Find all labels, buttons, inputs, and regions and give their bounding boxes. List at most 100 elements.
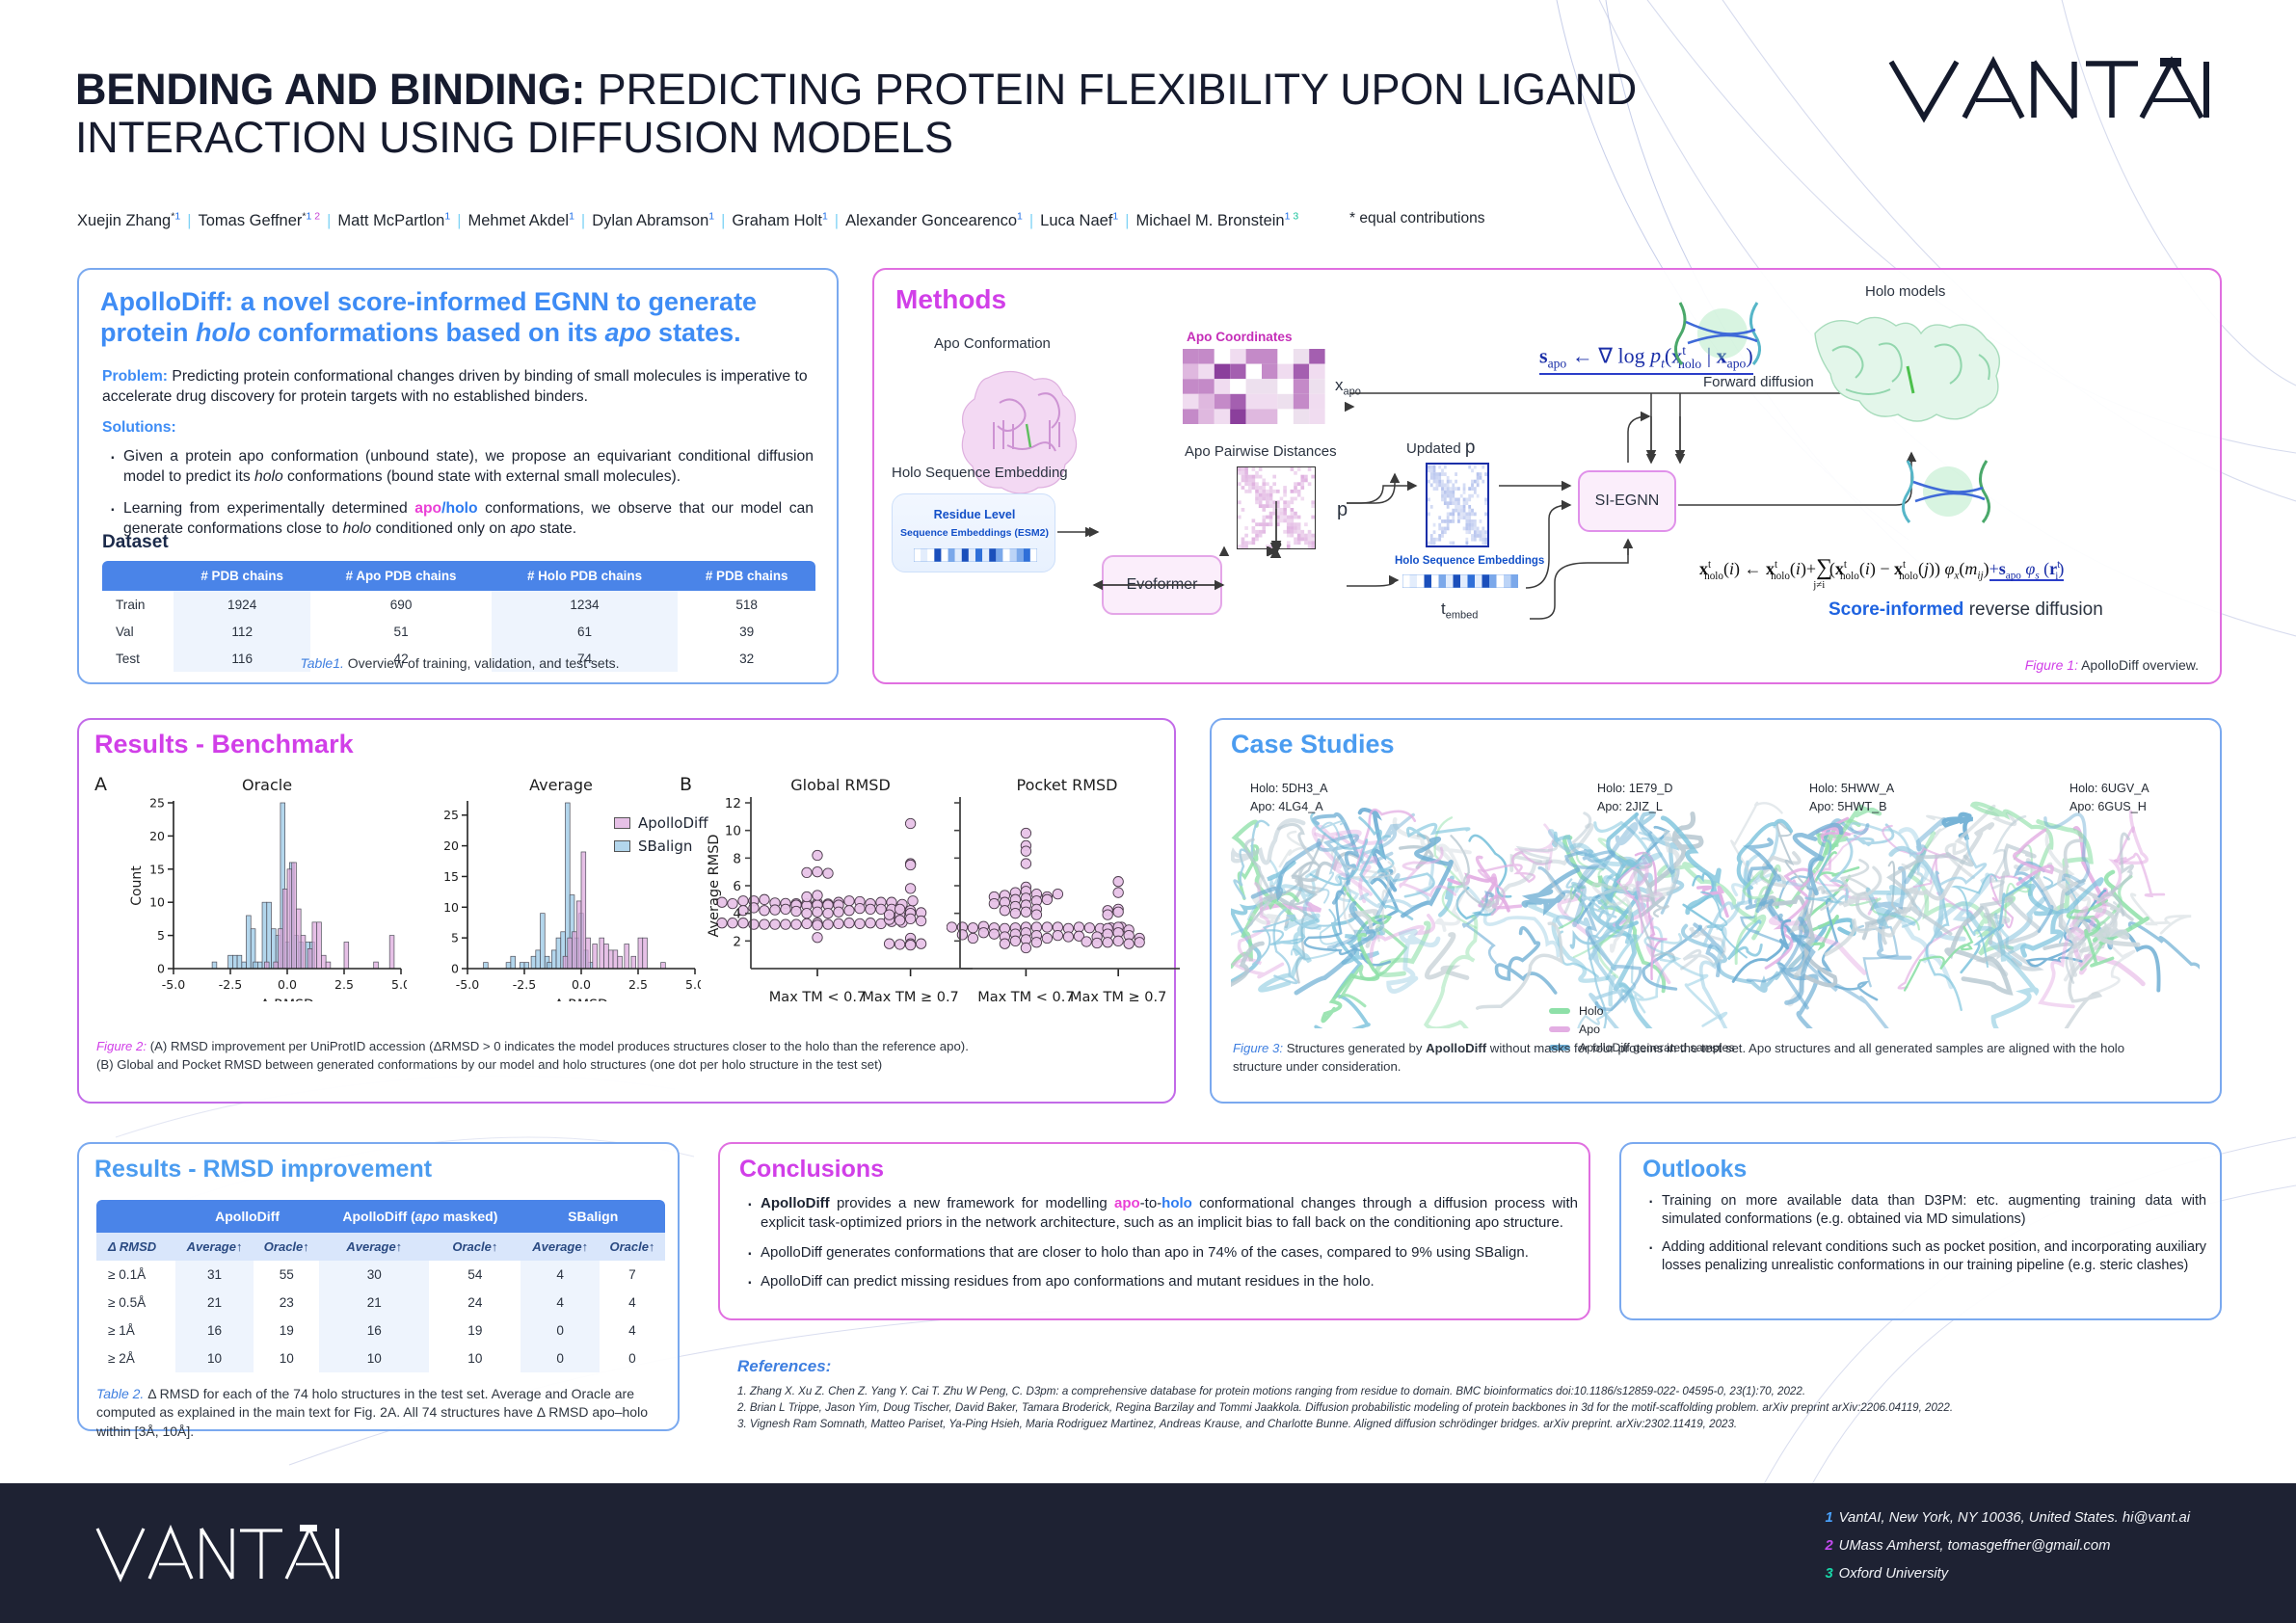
holo-models-structure-icon — [1814, 316, 2000, 422]
table-row: ≥ 0.1Å 31 55 30 54 4 7 — [96, 1261, 665, 1289]
intro-panel: ApolloDiff: a novel score-informed EGNN … — [77, 268, 839, 684]
author-name: Dylan Abramson1 — [592, 210, 715, 229]
table-cell: 23 — [279, 1295, 294, 1310]
svg-text:8: 8 — [733, 851, 741, 866]
svg-text:0: 0 — [157, 962, 165, 976]
list-item: 2. Brian L Trippe, Jason Yim, Doug Tisch… — [737, 1400, 1954, 1414]
table-cell: ≥ 0.1Å — [108, 1267, 147, 1282]
column-header: # Apo PDB chains — [310, 561, 492, 591]
case-studies-title: Case Studies — [1231, 730, 1395, 758]
column-header: Oracle↑ — [254, 1233, 320, 1261]
holo-swatch — [1549, 1008, 1570, 1014]
case-studies-panel: Case Studies Holo: 5DH3_A Apo: 4LG4_A Hol… — [1210, 718, 2222, 1104]
affiliation-3: 3 Oxford University — [1825, 1566, 1949, 1582]
score-informed-caption: Score-informed reverse diffusion — [1829, 599, 2103, 620]
list-item: Adding additional relevant conditions su… — [1642, 1233, 2206, 1276]
egnn-update-equation: xtholo(i) ← xtholo(i)+∑j≠i (xtholo(i) − … — [1699, 555, 2065, 591]
list-item: ApolloDiff can predict missing residues … — [739, 1266, 1578, 1297]
figure3-caption: Figure 3: Structures generated by Apollo… — [1233, 1041, 2125, 1074]
svg-text:2.5: 2.5 — [628, 977, 648, 992]
table-cell: 10 — [319, 1344, 430, 1372]
apo-pairwise-label: Apo Pairwise Distances — [1185, 443, 1337, 460]
table-cell: 1234 — [491, 591, 679, 618]
author-name: Tomas Geffner*1 2 — [198, 210, 321, 229]
holo-models-label: Holo models — [1865, 283, 1946, 300]
svg-text:Δ RMSD: Δ RMSD — [554, 998, 608, 1001]
author-name: Matt McPartlon1 — [337, 210, 451, 229]
table-row: Test 116 42 74 32 — [102, 645, 815, 672]
column-header: Δ RMSD — [96, 1233, 175, 1261]
table-cell: ≥ 2Å — [108, 1351, 135, 1366]
table-cell: ≥ 0.5Å — [108, 1295, 147, 1310]
samples-swatch — [1549, 1045, 1570, 1051]
apo-conformation-label: Apo Conformation — [934, 335, 1051, 352]
legend-item-samples: ApolloDiff generated samples — [1549, 1041, 1735, 1054]
table-header-row: # PDB chains # Apo PDB chains # Holo PDB c… — [102, 561, 815, 591]
table-cell: 24 — [467, 1295, 483, 1310]
table-cell: 19 — [279, 1323, 294, 1338]
title-rest: PREDICTING PROTEIN FLEXIBILITY UPON LIGA… — [75, 65, 1638, 163]
outlooks-list: Training on more available data than D3P… — [1642, 1186, 2206, 1284]
table-cell: Train — [116, 597, 146, 612]
table-cell: 74 — [491, 645, 679, 672]
svg-text:20: 20 — [149, 829, 165, 843]
table-cell: 10 — [279, 1351, 294, 1366]
table-cell: 39 — [739, 624, 755, 639]
list-item: ApolloDiff generates conformations that … — [739, 1237, 1578, 1268]
figure1-caption: Figure 1: ApolloDiff overview. — [2024, 657, 2199, 673]
table-cell: 116 — [173, 645, 311, 672]
table-cell: 7 — [628, 1267, 636, 1282]
svg-text:6: 6 — [733, 879, 741, 894]
table-cell: 10 — [174, 1344, 254, 1372]
poster-header: BENDING AND BINDING: PREDICTING PROTEIN … — [0, 0, 2296, 241]
panel-letter: B — [680, 774, 693, 795]
list-item: 3. Vignesh Ram Somnath, Matteo Pariset, … — [737, 1417, 1738, 1430]
chart-title: Oracle — [241, 776, 293, 794]
table-cell: 54 — [467, 1267, 483, 1282]
equal-contributions-note: * equal contributions — [1349, 210, 1485, 226]
svg-text:10: 10 — [149, 895, 165, 910]
column-header: Average↑ — [521, 1233, 600, 1261]
column-header: Oracle↑ — [429, 1233, 521, 1261]
svg-text:20: 20 — [443, 838, 459, 853]
svg-text:-5.0: -5.0 — [456, 977, 479, 992]
problem-paragraph: Problem: Predicting protein conformation… — [102, 366, 814, 408]
references-title: References: — [737, 1357, 832, 1375]
svg-text:5.0: 5.0 — [391, 977, 407, 992]
esm-embedding-box: Residue Level Sequence Embeddings (ESM2) — [892, 493, 1055, 572]
list-item: Learning from experimentally determined … — [102, 493, 814, 540]
dataset-title: Dataset — [102, 532, 169, 552]
table-subheader-row: Δ RMSD Average↑ Oracle↑ Average↑ Oracle↑ Aver… — [96, 1233, 665, 1261]
svg-text:25: 25 — [443, 808, 459, 822]
svg-text:Max TM < 0.7: Max TM < 0.7 — [769, 990, 866, 1005]
table-cell: Test — [116, 651, 140, 666]
conclusions-list: ApolloDiff provides a new framework for … — [739, 1188, 1578, 1302]
author-name: Alexander Goncearenco1 — [845, 210, 1023, 229]
conclusions-panel: Conclusions ApolloDiff provides a new fr… — [718, 1142, 1590, 1320]
outlooks-panel: Outlooks Training on more available data… — [1619, 1142, 2222, 1320]
svg-text:Average RMSD: Average RMSD — [707, 834, 722, 937]
solutions-bullets: Given a protein apo conformation (unboun… — [102, 441, 814, 540]
table-cell: Val — [116, 624, 134, 639]
author-separator: | — [834, 211, 840, 229]
chart-title: Pocket RMSD — [1016, 776, 1118, 794]
legend-item-sbalign: SBalign — [614, 838, 708, 855]
dataset-table: # PDB chains # Apo PDB chains # Holo PDB c… — [102, 561, 815, 672]
apo-swatch — [1549, 1026, 1570, 1032]
author-separator: | — [580, 211, 586, 229]
legend-item-holo: Holo — [1549, 1004, 1735, 1018]
table-row: ≥ 0.5Å 21 23 21 24 4 4 — [96, 1289, 665, 1317]
svg-text:15: 15 — [443, 869, 459, 884]
vantai-logo-footer — [95, 1524, 339, 1583]
apo-conformation-structure-icon — [961, 370, 1078, 494]
affiliations: 1 VantAI, New York, NY 10036, United Stat… — [1825, 1510, 2190, 1594]
svg-text:25: 25 — [149, 796, 165, 811]
svg-text:2.5: 2.5 — [334, 977, 354, 992]
table-cell: 4 — [628, 1323, 636, 1338]
t-embed-symbol: tembed — [1441, 599, 1479, 622]
table-cell: 19 — [467, 1323, 483, 1338]
svg-text:Max TM ≥ 0.7: Max TM ≥ 0.7 — [1070, 990, 1166, 1005]
table-cell: 16 — [319, 1317, 430, 1344]
apo-coordinates-heatmap — [1183, 349, 1325, 424]
table-group-header-row: ApolloDiff ApolloDiff (apo masked) SBalign — [96, 1200, 665, 1233]
